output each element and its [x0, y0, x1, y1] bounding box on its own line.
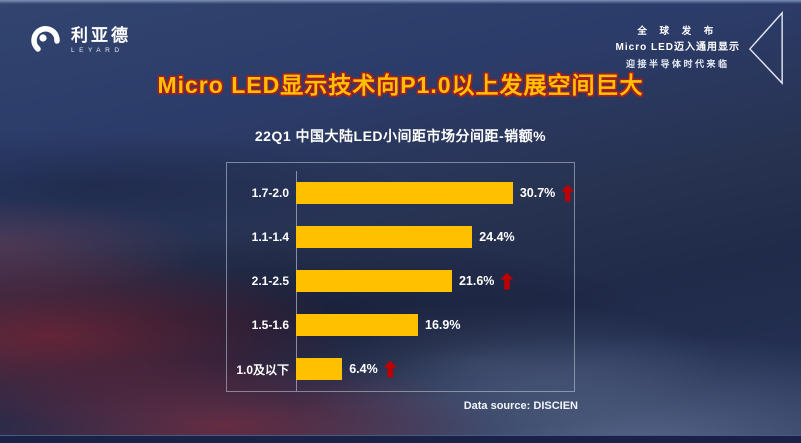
category-label: 1.0及以下 [236, 362, 289, 377]
chart-row: 1.7-2.0 30.7% [227, 171, 574, 215]
leyard-logo-icon [31, 26, 60, 52]
bar [296, 270, 452, 292]
bar [296, 358, 343, 380]
category-label: 2.1-2.5 [251, 274, 289, 288]
badge-line-2: Micro LED迈入通用显示 [615, 42, 740, 54]
category-label: 1.5-1.6 [251, 318, 289, 332]
bar-track: 21.6% [296, 259, 574, 303]
data-source: Data source: DISCIEN [463, 400, 578, 412]
bar-track: 24.4% [296, 215, 574, 259]
value-label: 21.6% [458, 274, 495, 288]
chart-row: 1.5-1.6 16.9% [227, 303, 574, 347]
badge-line-3: 迎接半导体时代来临 [626, 58, 730, 69]
category-label: 1.7-2.0 [251, 186, 289, 200]
value-label: 24.4% [479, 230, 515, 244]
chart-row: 1.0及以下 6.4% [227, 347, 574, 391]
launch-badge: 全 球 发 布 Micro LED迈入通用显示 迎接半导体时代来临 [616, 10, 785, 86]
bar [296, 182, 513, 204]
chart-title: 22Q1 中国大陆LED小间距市场分间距-销额% [254, 128, 547, 144]
bar-track: 16.9% [296, 303, 574, 347]
bar [296, 314, 419, 336]
category-label: 1.1-1.4 [251, 230, 289, 244]
chart-row: 2.1-2.5 21.6% [227, 259, 574, 303]
bottom-strip [0, 435, 801, 443]
logo-text-en: LEYARD [71, 46, 124, 54]
slide-title: Micro LED显示技术向P1.0以上发展空间巨大 [157, 72, 644, 98]
bar [296, 226, 473, 248]
value-label: 6.4% [349, 362, 378, 376]
logo-text-cn: 利亚德 [71, 25, 131, 45]
leyard-logo: 利亚德 LEYARD [30, 24, 131, 56]
badge-line-1: 全 球 发 布 [637, 26, 719, 38]
screen-outline-icon [748, 10, 783, 85]
bar-chart: 1.7-2.0 30.7% 1.1-1.4 24.4% 2.1-2.5 21.6% 1.5-… [226, 162, 575, 392]
bar-track: 30.7% [296, 171, 574, 215]
bar-track: 6.4% [296, 347, 574, 391]
chart-rows: 1.7-2.0 30.7% 1.1-1.4 24.4% 2.1-2.5 21.6% 1.5-… [227, 171, 574, 391]
top-hairline [0, 0, 801, 4]
up-arrow-icon [500, 272, 514, 290]
value-label: 16.9% [425, 318, 461, 332]
value-label: 30.7% [519, 186, 556, 200]
chart-row: 1.1-1.4 24.4% [227, 215, 574, 259]
up-arrow-icon [561, 184, 574, 202]
up-arrow-icon [383, 360, 397, 378]
